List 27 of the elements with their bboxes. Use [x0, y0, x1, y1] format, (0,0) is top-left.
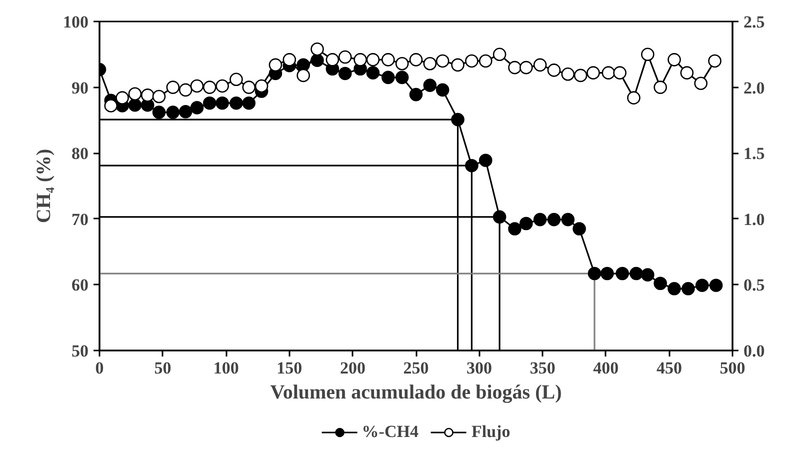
y2-tick-label: 0.0	[744, 342, 765, 360]
y2-tick-label: 0.5	[744, 276, 765, 295]
y-tick-label: 100	[63, 12, 88, 32]
x-tick-label: 500	[720, 358, 746, 378]
x-tick-label: 200	[340, 358, 366, 378]
x-tick-label: 450	[656, 358, 682, 378]
y-tick-label: 70	[72, 210, 88, 229]
x-tick-label: 250	[403, 358, 429, 378]
x-axis-title: Volumen acumulado de biogás (L)	[270, 382, 562, 404]
y2-tick-label: 1.5	[744, 144, 765, 164]
y-tick-label: 90	[72, 78, 88, 98]
y-axis-title: CH₄ (%)	[33, 148, 55, 224]
legend-label: Flujo	[471, 422, 510, 442]
x-tick-label: 50	[154, 358, 172, 378]
y2-tick-label: 2.0	[744, 78, 765, 98]
y-tick-label: 50	[72, 342, 88, 360]
y-tick-label: 60	[72, 276, 88, 295]
x-tick-label: 350	[530, 358, 556, 378]
x-tick-label: 300	[466, 358, 492, 378]
x-tick-label: 150	[276, 358, 302, 378]
x-tick-label: 400	[593, 358, 619, 378]
legend-label: %-CH4	[362, 422, 418, 442]
x-tick-label: 0	[95, 358, 104, 378]
y-tick-label: 80	[72, 144, 88, 164]
x-tick-label: 100	[213, 358, 239, 378]
y2-tick-label: 1.0	[744, 210, 765, 229]
y2-tick-label: 2.5	[744, 12, 765, 32]
